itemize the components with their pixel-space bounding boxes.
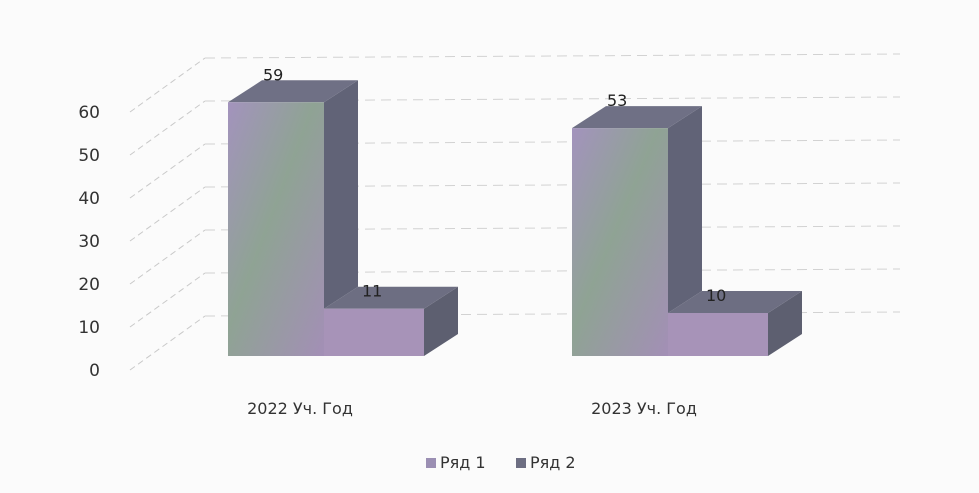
bar-top (668, 291, 802, 313)
gridline-diag (129, 315, 206, 371)
data-label: 53 (607, 91, 627, 110)
y-tick-label: 10 (78, 318, 100, 338)
y-tick-label: 30 (78, 232, 100, 252)
gridline (204, 53, 901, 59)
bar-top (324, 286, 458, 309)
bar-top (228, 80, 358, 103)
y-tick-label: 60 (78, 103, 100, 123)
bar-side (768, 291, 802, 356)
gridline-diag (129, 100, 206, 156)
y-tick-label: 0 (89, 361, 100, 381)
gridline-diag (129, 57, 206, 113)
bar-front (668, 313, 768, 356)
data-label: 10 (706, 286, 726, 305)
gridline-diag (129, 229, 206, 285)
gridline-diag (129, 186, 206, 242)
bar-front (572, 128, 668, 356)
gridline-diag (129, 143, 206, 199)
gridline-diag (129, 272, 206, 328)
bar-side (424, 286, 458, 356)
bars (228, 80, 802, 356)
y-tick-label: 50 (78, 146, 100, 166)
legend-label: Ряд 1 (440, 453, 486, 472)
legend-label: Ряд 2 (530, 453, 576, 472)
bar-side (324, 80, 358, 309)
y-tick-label: 20 (78, 275, 100, 295)
x-tick-label: 2023 Уч. Год (591, 399, 697, 418)
data-label: 11 (362, 282, 382, 301)
bar-top (572, 106, 702, 129)
x-tick-label: 2022 Уч. Год (247, 399, 353, 418)
y-tick-label: 40 (78, 189, 100, 209)
data-label: 59 (263, 65, 283, 84)
legend-swatch (426, 458, 436, 468)
bar-side (668, 106, 702, 313)
labels: 0 10 20 30 40 50 60 59 11 2022 Уч. Год 53 10 2023 Уч… (78, 65, 726, 418)
bar-front (228, 102, 324, 356)
legend-swatch (516, 458, 526, 468)
bar-front (324, 308, 424, 356)
legend: Ряд 1 Ряд 2 (426, 453, 576, 472)
